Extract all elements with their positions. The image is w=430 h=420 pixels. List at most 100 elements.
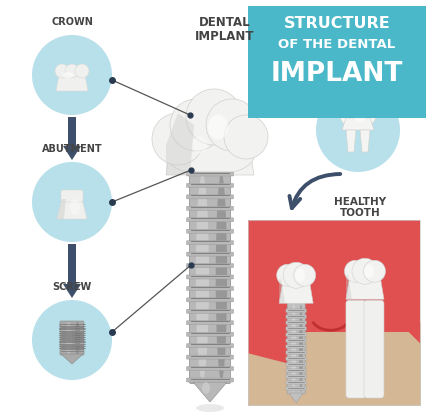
FancyBboxPatch shape bbox=[287, 302, 305, 394]
Text: HEALTHY: HEALTHY bbox=[334, 197, 386, 207]
FancyBboxPatch shape bbox=[187, 367, 233, 370]
FancyBboxPatch shape bbox=[248, 220, 420, 332]
Polygon shape bbox=[61, 354, 83, 364]
Text: DENTAL: DENTAL bbox=[199, 16, 251, 29]
Text: SCREW: SCREW bbox=[52, 282, 92, 292]
FancyBboxPatch shape bbox=[286, 339, 307, 342]
Ellipse shape bbox=[355, 114, 365, 122]
Ellipse shape bbox=[208, 115, 228, 139]
FancyBboxPatch shape bbox=[248, 6, 426, 118]
Circle shape bbox=[294, 264, 316, 286]
Circle shape bbox=[340, 107, 358, 125]
FancyBboxPatch shape bbox=[187, 218, 233, 222]
Polygon shape bbox=[166, 137, 254, 175]
Circle shape bbox=[32, 300, 112, 380]
Circle shape bbox=[348, 102, 368, 122]
FancyBboxPatch shape bbox=[187, 286, 233, 291]
FancyBboxPatch shape bbox=[61, 190, 83, 202]
Circle shape bbox=[276, 264, 299, 286]
Polygon shape bbox=[63, 284, 81, 298]
Ellipse shape bbox=[196, 174, 209, 380]
Circle shape bbox=[55, 64, 69, 78]
Polygon shape bbox=[380, 303, 420, 343]
FancyBboxPatch shape bbox=[286, 375, 307, 378]
Text: IMPLANT: IMPLANT bbox=[195, 29, 255, 42]
Circle shape bbox=[283, 262, 309, 288]
Text: IMPLANT: IMPLANT bbox=[271, 61, 403, 87]
Polygon shape bbox=[166, 113, 194, 175]
FancyBboxPatch shape bbox=[187, 344, 233, 348]
Polygon shape bbox=[63, 146, 81, 160]
Polygon shape bbox=[346, 275, 352, 299]
Circle shape bbox=[32, 162, 112, 242]
Polygon shape bbox=[279, 279, 285, 303]
FancyBboxPatch shape bbox=[187, 321, 233, 325]
FancyBboxPatch shape bbox=[286, 381, 307, 384]
Circle shape bbox=[352, 258, 378, 284]
FancyBboxPatch shape bbox=[187, 298, 233, 302]
Polygon shape bbox=[248, 295, 288, 363]
Polygon shape bbox=[68, 117, 76, 146]
Ellipse shape bbox=[63, 72, 73, 78]
Polygon shape bbox=[342, 118, 374, 130]
FancyBboxPatch shape bbox=[286, 333, 307, 336]
Circle shape bbox=[363, 260, 385, 282]
FancyBboxPatch shape bbox=[187, 252, 233, 256]
FancyBboxPatch shape bbox=[286, 309, 307, 312]
Polygon shape bbox=[193, 382, 227, 402]
Text: STRUCTURE: STRUCTURE bbox=[284, 16, 390, 32]
Circle shape bbox=[344, 260, 366, 282]
Polygon shape bbox=[57, 199, 87, 219]
FancyBboxPatch shape bbox=[286, 369, 307, 373]
FancyBboxPatch shape bbox=[187, 264, 233, 268]
Circle shape bbox=[206, 99, 258, 151]
Ellipse shape bbox=[196, 404, 224, 412]
Circle shape bbox=[358, 107, 376, 125]
Polygon shape bbox=[346, 130, 356, 152]
Polygon shape bbox=[305, 303, 353, 328]
Circle shape bbox=[170, 99, 222, 151]
FancyBboxPatch shape bbox=[286, 327, 307, 331]
Circle shape bbox=[75, 64, 89, 78]
Text: TOOTH: TOOTH bbox=[340, 208, 381, 218]
FancyBboxPatch shape bbox=[346, 300, 366, 398]
Polygon shape bbox=[57, 199, 66, 219]
FancyBboxPatch shape bbox=[187, 229, 233, 233]
FancyBboxPatch shape bbox=[286, 345, 307, 349]
Polygon shape bbox=[346, 275, 384, 299]
FancyBboxPatch shape bbox=[286, 357, 307, 360]
Text: OF THE DENTAL: OF THE DENTAL bbox=[278, 37, 396, 50]
Ellipse shape bbox=[364, 264, 374, 278]
FancyBboxPatch shape bbox=[190, 171, 230, 383]
Text: ABUTMENT: ABUTMENT bbox=[42, 144, 102, 154]
Circle shape bbox=[152, 113, 204, 165]
Ellipse shape bbox=[292, 304, 296, 392]
FancyBboxPatch shape bbox=[60, 321, 84, 355]
Ellipse shape bbox=[295, 268, 305, 282]
Ellipse shape bbox=[70, 199, 80, 215]
Text: CROWN: CROWN bbox=[51, 17, 93, 27]
Circle shape bbox=[65, 64, 79, 78]
FancyBboxPatch shape bbox=[286, 387, 307, 390]
FancyBboxPatch shape bbox=[187, 275, 233, 279]
FancyBboxPatch shape bbox=[248, 322, 420, 405]
Ellipse shape bbox=[216, 174, 227, 380]
Polygon shape bbox=[279, 279, 313, 303]
FancyBboxPatch shape bbox=[187, 195, 233, 199]
Circle shape bbox=[32, 35, 112, 115]
FancyBboxPatch shape bbox=[286, 315, 307, 318]
FancyBboxPatch shape bbox=[187, 355, 233, 359]
FancyBboxPatch shape bbox=[187, 172, 233, 176]
Ellipse shape bbox=[65, 322, 72, 354]
Polygon shape bbox=[68, 244, 76, 284]
FancyBboxPatch shape bbox=[187, 310, 233, 313]
Ellipse shape bbox=[166, 137, 254, 175]
Ellipse shape bbox=[299, 304, 303, 392]
FancyBboxPatch shape bbox=[187, 378, 233, 382]
Polygon shape bbox=[56, 75, 88, 91]
Circle shape bbox=[224, 115, 268, 159]
Ellipse shape bbox=[75, 322, 80, 354]
Polygon shape bbox=[289, 393, 303, 403]
FancyBboxPatch shape bbox=[187, 241, 233, 245]
Polygon shape bbox=[360, 130, 370, 152]
